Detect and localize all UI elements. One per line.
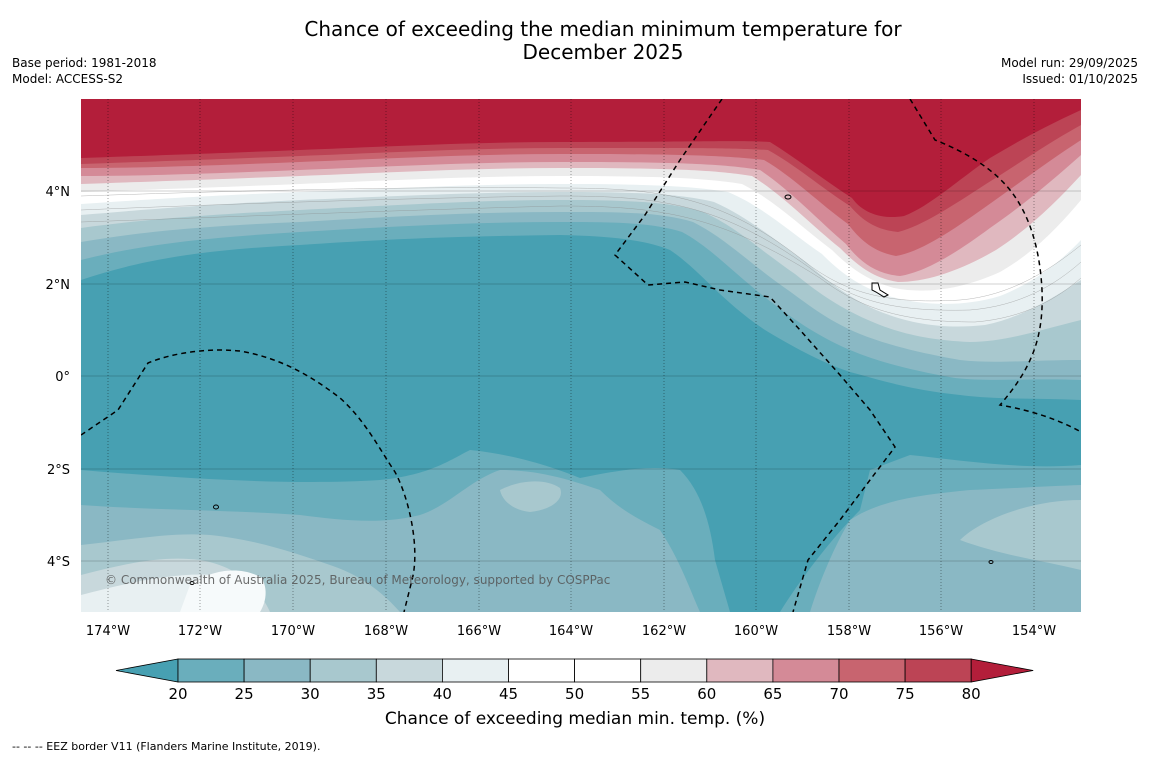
colorbar-segment bbox=[441, 658, 509, 683]
contour-lines bbox=[81, 187, 1081, 323]
south-band-35c bbox=[960, 500, 1081, 570]
colorbar-tick-label: 25 bbox=[235, 685, 254, 703]
colorbar-segment bbox=[309, 658, 377, 683]
lat-label-0: 0° bbox=[55, 370, 70, 385]
lon-label-174w: 174°W bbox=[86, 624, 130, 639]
base-period: Base period: 1981-2018 bbox=[12, 56, 157, 70]
colorbar-tick-label: 55 bbox=[631, 685, 650, 703]
colorbar: 20 25 30 35 40 45 50 55 60 65 70 75 80 bbox=[115, 658, 1034, 703]
colorbar-tick-label: 40 bbox=[433, 685, 452, 703]
issued-date: Issued: 01/10/2025 bbox=[1022, 72, 1138, 86]
colorbar-tick-label: 30 bbox=[301, 685, 320, 703]
eez-borders bbox=[81, 99, 1081, 612]
colorbar-tick-label: 80 bbox=[962, 685, 981, 703]
eez-legend-footer: -- -- -- EEZ border V11 (Flanders Marine… bbox=[12, 740, 321, 753]
colorbar-low-arrow bbox=[115, 658, 179, 683]
lat-label-4s: 4°S bbox=[47, 555, 70, 570]
colorbar-tick-label: 70 bbox=[829, 685, 848, 703]
colorbar-tick-label: 35 bbox=[367, 685, 386, 703]
lon-label-166w: 166°W bbox=[457, 624, 501, 639]
lon-label-164w: 164°W bbox=[549, 624, 593, 639]
lon-label-156w: 156°W bbox=[919, 624, 963, 639]
colorbar-segment bbox=[838, 658, 906, 683]
colorbar-segment bbox=[904, 658, 972, 683]
colorbar-tick-label: 65 bbox=[763, 685, 782, 703]
colorbar-tick-label: 45 bbox=[499, 685, 518, 703]
lon-label-154w: 154°W bbox=[1012, 624, 1056, 639]
meta-left: Base period: 1981-2018 Model: ACCESS-S2 bbox=[12, 55, 157, 87]
model-run: Model run: 29/09/2025 bbox=[1000, 56, 1138, 70]
colorbar-tick-label: 60 bbox=[697, 685, 716, 703]
colorbar-label: Chance of exceeding median min. temp. (%… bbox=[384, 709, 766, 729]
north-band-85 bbox=[81, 99, 1081, 218]
chart-title: Chance of exceeding the median minimum t… bbox=[0, 18, 1150, 64]
copyright-text: © Commonwealth of Australia 2025, Bureau… bbox=[105, 573, 610, 587]
lon-label-170w: 170°W bbox=[271, 624, 315, 639]
title-line-1: Chance of exceeding the median minimum t… bbox=[304, 17, 902, 41]
south-band-white bbox=[180, 570, 266, 612]
lat-label-2n: 2°N bbox=[46, 278, 71, 293]
latitude-lines bbox=[81, 190, 1081, 562]
lat-label-2s: 2°S bbox=[47, 463, 70, 478]
lon-label-168w: 168°W bbox=[364, 624, 408, 639]
colorbar-tick-label: 50 bbox=[565, 685, 584, 703]
lon-label-160w: 160°W bbox=[734, 624, 778, 639]
colorbar-tick-label: 75 bbox=[896, 685, 915, 703]
islands bbox=[189, 194, 994, 585]
south-band-35b bbox=[500, 481, 561, 512]
title-line-2: December 2025 bbox=[522, 40, 684, 64]
colorbar-high-arrow bbox=[970, 658, 1034, 683]
lat-label-4n: 4°N bbox=[46, 185, 71, 200]
probability-field bbox=[81, 99, 1081, 612]
lon-label-158w: 158°W bbox=[827, 624, 871, 639]
colorbar-segment bbox=[574, 658, 642, 683]
meta-right: Model run: 29/09/2025 Issued: 01/10/2025 bbox=[1001, 55, 1138, 87]
colorbar-segment bbox=[706, 658, 774, 683]
lon-label-172w: 172°W bbox=[178, 624, 222, 639]
lon-label-162w: 162°W bbox=[642, 624, 686, 639]
colorbar-tick-label: 20 bbox=[168, 685, 187, 703]
colorbar-segment bbox=[375, 658, 443, 683]
colorbar-segment bbox=[640, 658, 708, 683]
colorbar-segment bbox=[243, 658, 311, 683]
colorbar-segment bbox=[508, 658, 575, 683]
model-name: Model: ACCESS-S2 bbox=[12, 72, 124, 86]
colorbar-segment bbox=[177, 658, 245, 683]
colorbar-segment bbox=[772, 658, 840, 683]
